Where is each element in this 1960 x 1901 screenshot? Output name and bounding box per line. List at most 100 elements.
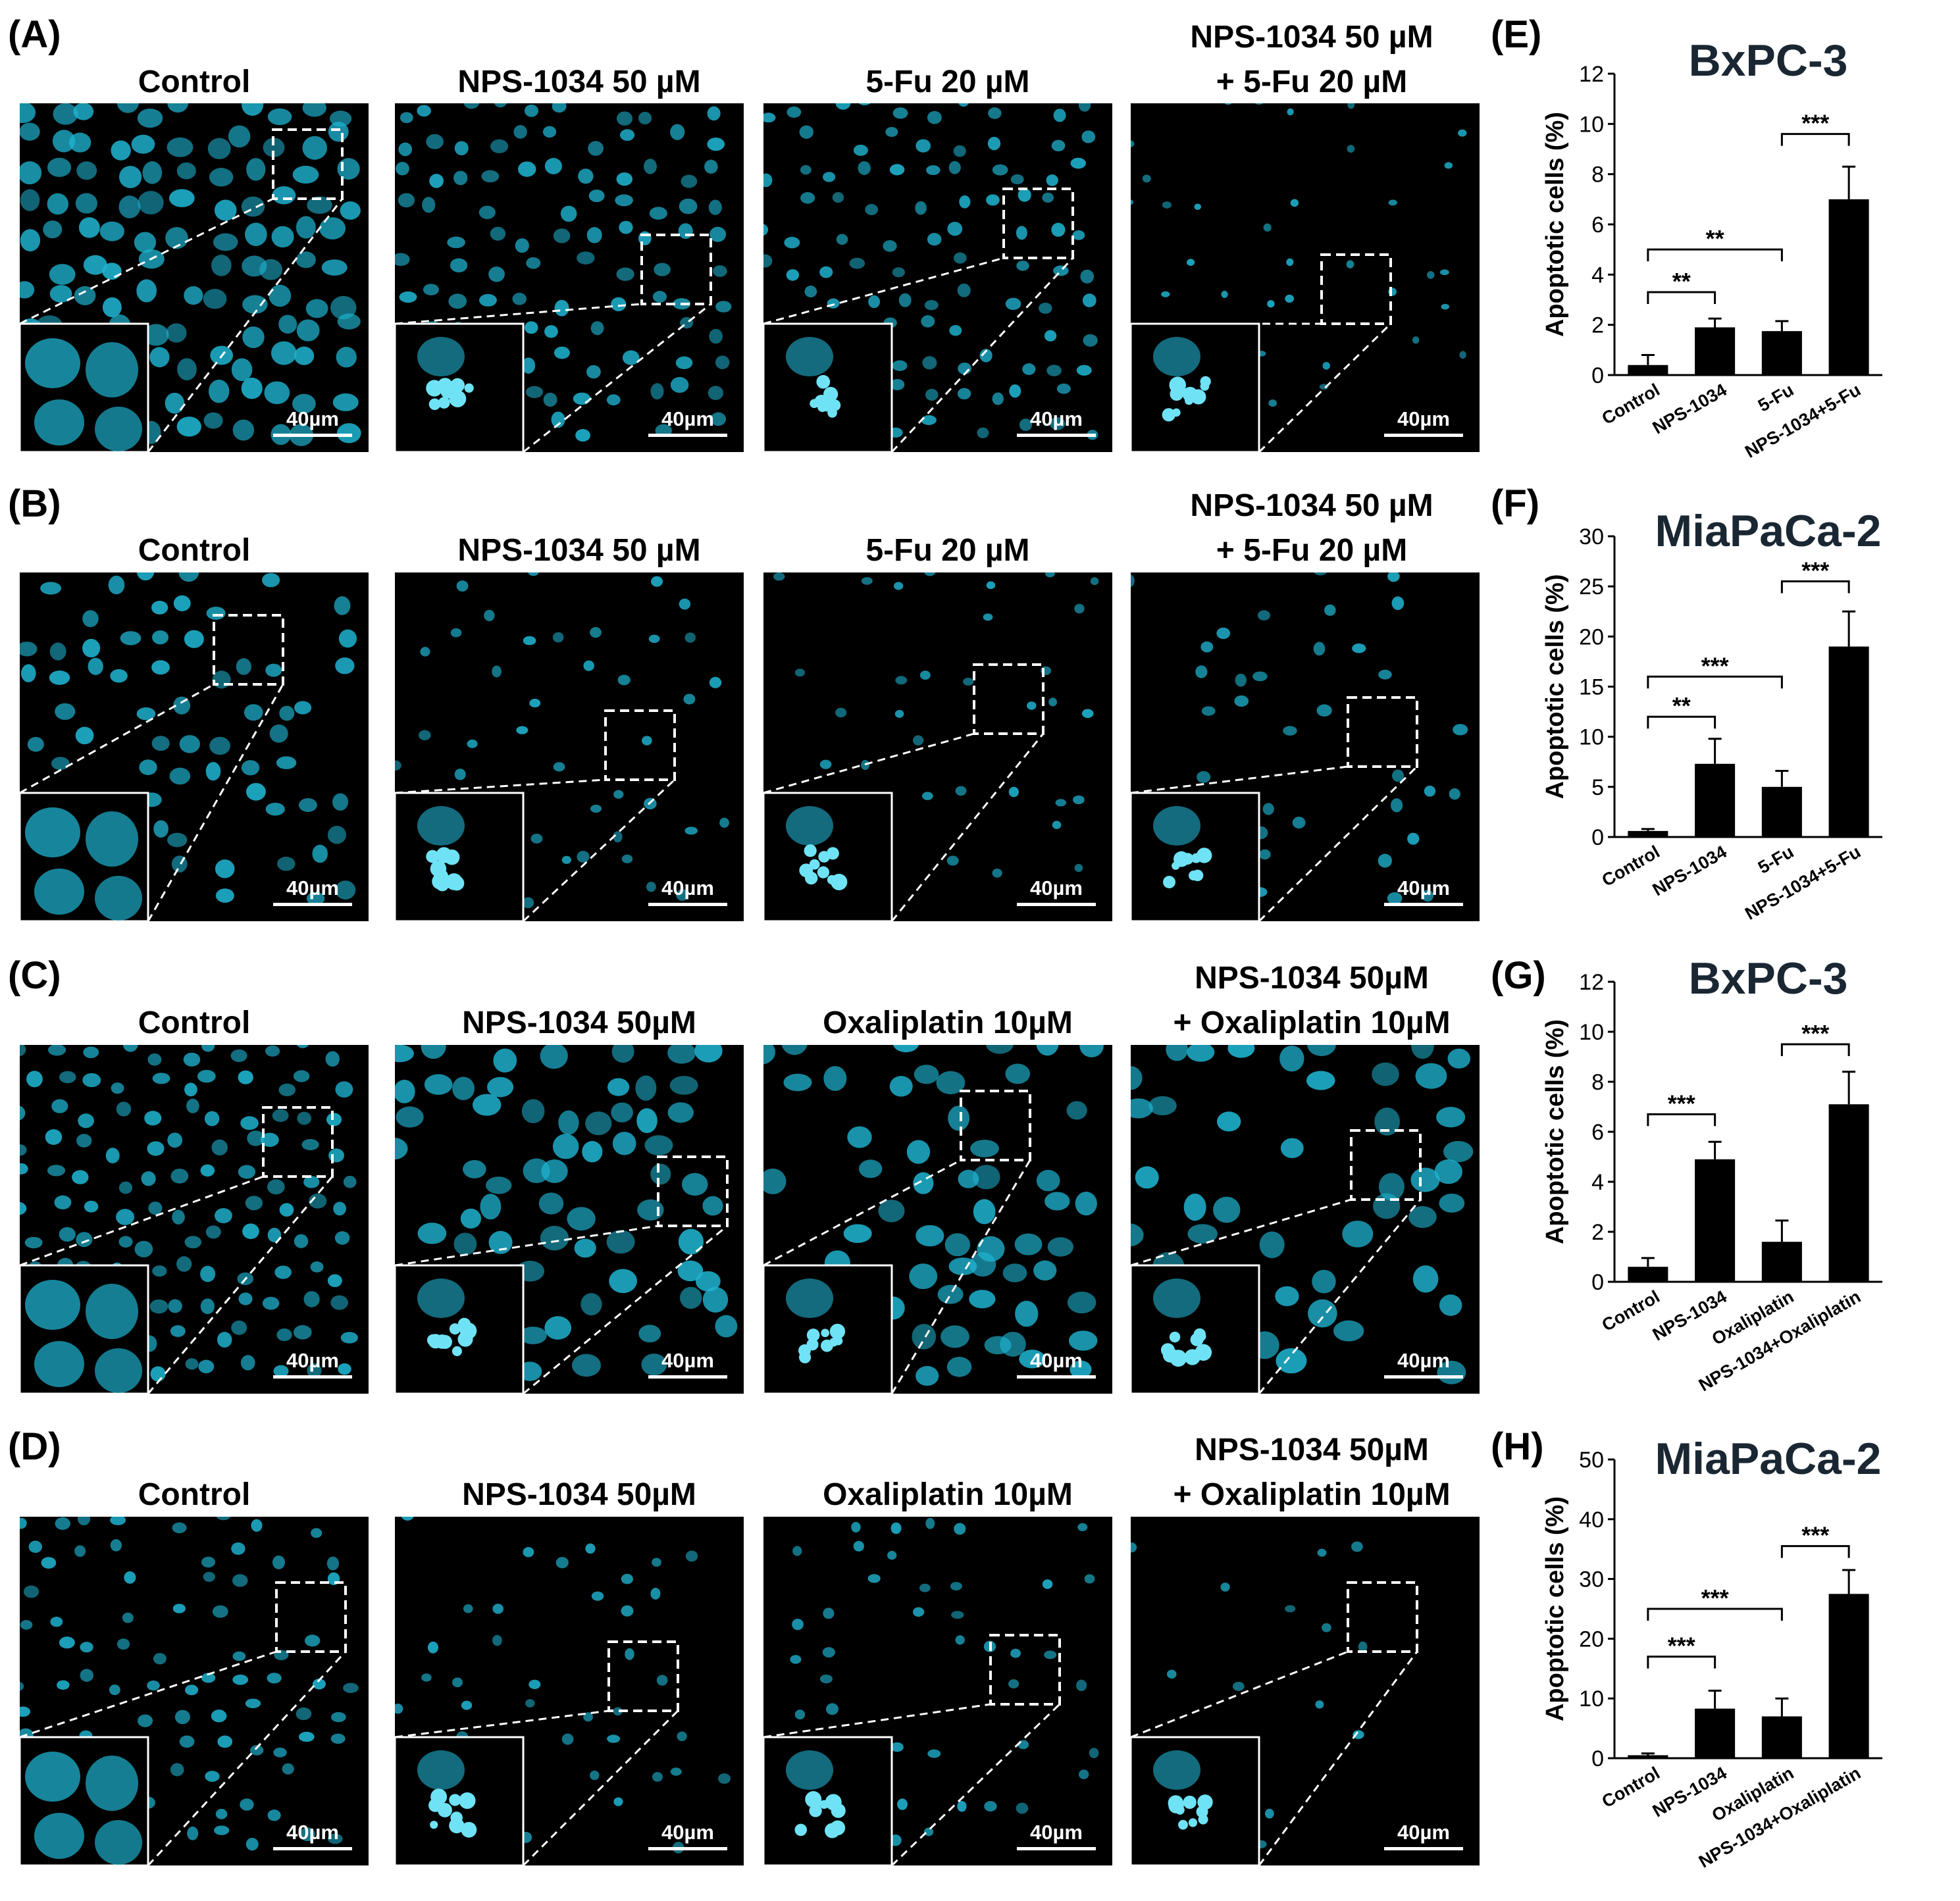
nucleus <box>704 159 718 174</box>
nucleus <box>231 358 253 382</box>
nucleus <box>1078 103 1091 112</box>
nucleus <box>174 1710 190 1725</box>
nucleus <box>450 258 468 272</box>
nucleus <box>306 892 325 905</box>
nucleus <box>1373 1193 1401 1219</box>
nucleus <box>819 1674 833 1684</box>
scale-bar <box>1384 903 1463 906</box>
nucleus <box>969 1252 996 1277</box>
micrograph-panel: 40µm <box>762 1045 1112 1395</box>
nucleus <box>395 1138 408 1160</box>
panel-label: (C) <box>8 954 61 997</box>
nucleus <box>395 1079 415 1103</box>
nucleus <box>763 224 769 236</box>
apoptotic-fragment <box>1198 1814 1208 1825</box>
nucleus <box>116 1209 135 1225</box>
nucleus <box>215 1808 228 1819</box>
nucleus <box>679 598 691 610</box>
y-tick-label: 5 <box>1591 775 1604 800</box>
inset-nucleus <box>25 1280 80 1330</box>
inset-nucleus <box>95 876 142 921</box>
nucleus <box>395 253 410 266</box>
nucleus <box>426 134 444 149</box>
nucleus <box>1415 1063 1447 1089</box>
apoptotic-fragment <box>428 398 441 411</box>
nucleus <box>638 111 652 125</box>
nucleus <box>1056 383 1071 394</box>
nucleus <box>333 1202 346 1216</box>
bar <box>1695 1708 1736 1758</box>
nucleus <box>1008 786 1019 798</box>
nuclei-group <box>395 1045 738 1381</box>
nucleus <box>206 607 226 620</box>
scale-bar <box>1017 903 1096 906</box>
scale-bar <box>1384 434 1463 437</box>
significance-label: ** <box>1706 225 1724 252</box>
inset-nucleus <box>417 806 465 846</box>
nucleus <box>335 880 356 900</box>
nuclei-group <box>1131 103 1467 427</box>
nucleus <box>1449 788 1460 800</box>
nucleus <box>262 1296 280 1310</box>
scale-bar <box>273 434 352 437</box>
nucleus <box>325 1051 340 1067</box>
nucleus <box>887 1550 897 1560</box>
nucleus <box>580 1293 602 1315</box>
nucleus <box>944 1233 971 1257</box>
nucleus <box>400 112 413 124</box>
nucleus <box>203 1571 215 1582</box>
nucleus <box>263 138 285 157</box>
nucleus <box>294 1234 309 1248</box>
nucleus <box>143 324 169 346</box>
nucleus <box>267 1179 285 1195</box>
nucleus <box>1014 1233 1043 1255</box>
nucleus <box>492 1604 503 1614</box>
nucleus <box>1047 1237 1073 1257</box>
nucleus <box>800 165 812 175</box>
nucleus <box>1048 697 1058 707</box>
nucleus <box>20 281 35 299</box>
nucleus <box>611 1045 634 1063</box>
nucleus <box>463 1159 486 1179</box>
nucleus <box>43 220 63 239</box>
micrograph-panel: 40µm <box>18 572 369 923</box>
nucleus <box>585 1111 612 1136</box>
nucleus <box>1268 399 1277 407</box>
nucleus <box>122 1612 134 1623</box>
nucleus <box>102 297 122 318</box>
nucleus <box>276 756 297 769</box>
nucleus <box>1255 103 1263 105</box>
nucleus <box>399 291 417 303</box>
nucleus <box>201 1556 216 1568</box>
nucleus <box>244 704 263 721</box>
zoom-guide-line <box>763 1159 962 1267</box>
micrograph-panel: 40µm <box>394 103 744 453</box>
nucleus <box>913 1607 925 1617</box>
nucleus <box>957 283 971 297</box>
nucleus <box>823 1608 835 1619</box>
nucleus <box>49 642 66 661</box>
scale-bar-label: 40µm <box>1397 876 1450 900</box>
nucleus <box>588 190 605 203</box>
category-label: 5-Fu <box>1755 842 1797 877</box>
zoom-guide-line <box>1258 1199 1422 1394</box>
zoom-guide-line <box>890 1159 1031 1394</box>
y-axis-label: Apoptotic cells (%) <box>1541 112 1569 337</box>
column-title: Control <box>138 1477 251 1512</box>
nucleus <box>611 297 627 312</box>
nucleus <box>954 1523 966 1535</box>
bar <box>1761 1242 1802 1282</box>
bar <box>1761 331 1802 375</box>
significance-label: *** <box>1801 1522 1829 1549</box>
y-tick-label: 6 <box>1591 1120 1604 1145</box>
nucleus <box>418 730 431 741</box>
nucleus <box>621 1605 634 1617</box>
nucleus <box>48 1045 66 1056</box>
nucleus <box>336 423 361 444</box>
apoptotic-fragment <box>1195 1344 1212 1361</box>
apoptotic-fragment <box>821 1329 830 1338</box>
nucleus <box>1044 1192 1070 1211</box>
y-tick-label: 2 <box>1591 1220 1604 1245</box>
nucleus <box>211 255 232 276</box>
nucleus <box>1447 1048 1471 1069</box>
